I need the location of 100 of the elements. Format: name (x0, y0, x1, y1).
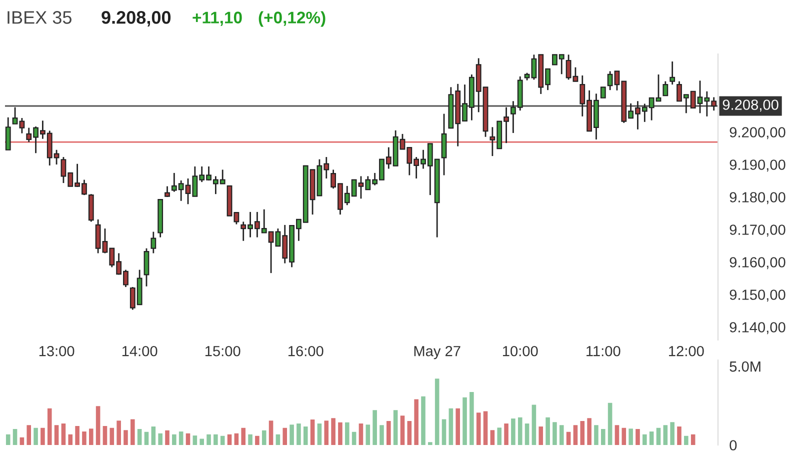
bar (511, 418, 516, 445)
bar (636, 428, 640, 445)
x-tick-label: 11:00 (586, 346, 620, 356)
bar (656, 428, 661, 445)
bar (124, 430, 128, 445)
x-tick-label: 14:00 (122, 346, 158, 356)
text: (+0,12%) (258, 11, 326, 27)
bar (186, 433, 190, 445)
bar (165, 430, 170, 445)
bar (276, 434, 280, 445)
bar (407, 420, 412, 445)
bar (504, 423, 508, 445)
x-tick-label: May 27 (414, 346, 460, 360)
y-tick-label: 9.200,00 (730, 127, 786, 140)
bar (20, 437, 24, 445)
bar (151, 426, 156, 445)
candlestick (670, 60, 676, 86)
bar (338, 422, 342, 445)
y-tick-label: 9.190,00 (730, 160, 786, 172)
bar (670, 422, 674, 445)
bar (614, 425, 620, 445)
bar (594, 425, 598, 445)
bar (428, 442, 432, 445)
bar (110, 428, 114, 445)
bar (47, 408, 52, 445)
x-tick-label: 12:00 (669, 346, 704, 356)
y-tick-label: 9.170,00 (730, 224, 786, 237)
bar (622, 428, 626, 445)
bar (96, 406, 100, 445)
bar (677, 426, 682, 445)
bar (573, 425, 578, 445)
bar (102, 426, 108, 445)
bar (532, 404, 536, 445)
bar (470, 392, 474, 445)
bar (663, 425, 668, 445)
chart-subtitle: 9.208,00 (102, 11, 171, 26)
bar (34, 428, 38, 445)
bar (352, 432, 356, 445)
bar (518, 417, 522, 445)
candlestick (12, 106, 18, 125)
bar (172, 434, 176, 445)
bar (684, 436, 688, 445)
bar (88, 428, 94, 445)
bar (26, 425, 32, 445)
bar (296, 423, 301, 445)
bar (206, 434, 211, 445)
bar (137, 428, 142, 445)
bar (255, 436, 260, 445)
bar (649, 432, 654, 445)
bar (82, 432, 86, 445)
candlestick (662, 80, 668, 96)
y-tick-label: 0 (730, 440, 737, 450)
bar (434, 378, 440, 445)
bar (331, 418, 336, 445)
bar (366, 424, 370, 445)
bar (380, 425, 384, 445)
bar (524, 423, 530, 445)
bar (483, 411, 488, 445)
bar (158, 433, 162, 445)
bar (566, 432, 571, 445)
bar (442, 419, 446, 445)
bar (12, 428, 18, 445)
bar (552, 422, 557, 445)
bar (559, 425, 564, 445)
y-tick-label: 9.160,00 (730, 257, 786, 270)
bar (372, 410, 377, 445)
bar (497, 428, 502, 445)
bar (386, 420, 391, 445)
x-tick-label: 10:00 (502, 346, 538, 356)
bar (580, 420, 585, 445)
ref-line-label: 9.208,00 (722, 100, 778, 112)
bar (546, 417, 550, 445)
bar (116, 420, 121, 445)
bar (462, 397, 467, 445)
bar (61, 423, 66, 445)
bar (628, 428, 633, 445)
candlestick (600, 86, 606, 98)
bar (248, 434, 252, 445)
candlestick (144, 248, 150, 288)
bar (75, 426, 80, 445)
bar (303, 426, 308, 445)
bar (130, 419, 135, 445)
x-tick-label: 16:00 (288, 346, 324, 356)
bar (600, 428, 606, 445)
bar (344, 422, 350, 445)
bar (54, 425, 59, 445)
bar (690, 434, 696, 445)
bar (414, 399, 418, 445)
bar (587, 418, 592, 445)
bar (178, 432, 184, 445)
bar (490, 430, 495, 445)
bar (262, 430, 266, 445)
bar (192, 435, 198, 445)
bar (144, 432, 149, 445)
bar (290, 424, 294, 445)
bar (241, 428, 246, 445)
bar (234, 433, 239, 445)
bar (214, 434, 218, 445)
bar (608, 402, 612, 445)
bar (400, 416, 405, 445)
